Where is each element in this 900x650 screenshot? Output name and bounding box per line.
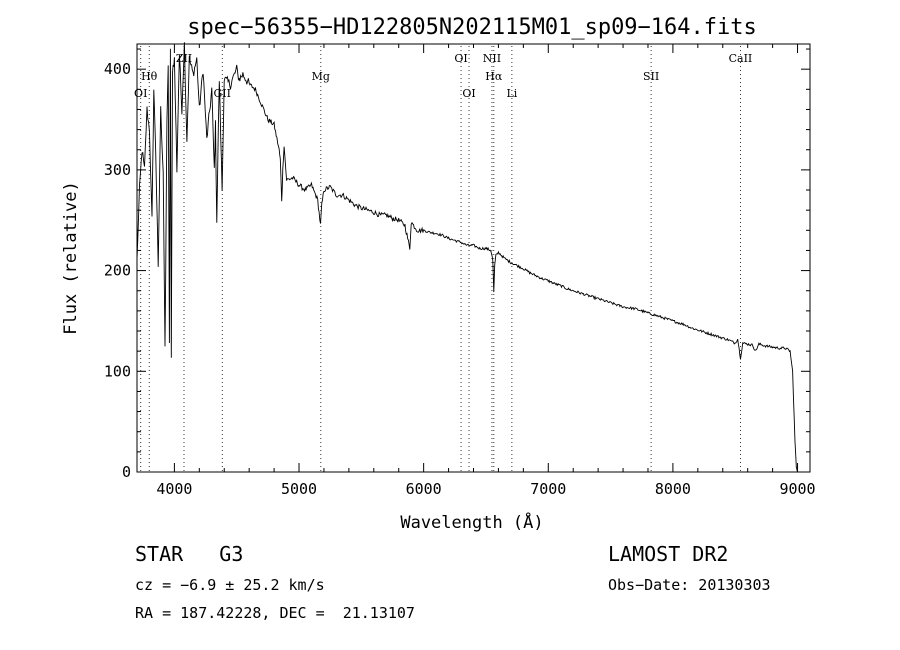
axis-ticks: 4000 5000 6000 7000 8000 9000 0 100 200 300 400 (104, 44, 816, 498)
redshift-velocity: cz = −6.9 ± 25.2 km/s (135, 576, 325, 594)
observation-date: Obs−Date: 20130303 (608, 576, 771, 594)
coordinates: RA = 187.42228, DEC = 21.13107 (135, 604, 415, 622)
spectral-line-label: CaII (729, 52, 753, 65)
y-tick-label: 0 (122, 463, 131, 481)
spectral-line-label: Li (506, 87, 517, 100)
spectral-line-label: OI (454, 52, 467, 65)
spectral-line-label: OI (134, 87, 147, 100)
spectral-line-label: Hα (485, 70, 503, 83)
x-axis-label: Wavelength (Å) (400, 511, 543, 533)
x-tick-label: 8000 (655, 480, 691, 498)
y-tick-label: 200 (104, 262, 131, 280)
y-axis-label: Flux (relative) (61, 181, 81, 335)
spectral-line-label: Hθ (141, 70, 158, 83)
spectral-line-label: OI (462, 87, 475, 100)
plot-frame (136, 43, 811, 473)
x-tick-label: 7000 (530, 480, 566, 498)
spectral-line-label: GII (214, 87, 231, 100)
y-tick-label: 400 (104, 60, 131, 78)
survey-name: LAMOST DR2 (608, 542, 729, 566)
spectral-line-label: Mg (312, 70, 330, 83)
x-tick-label: 6000 (406, 480, 442, 498)
spectral-line-label: NII (483, 52, 501, 65)
spectrum-line (136, 42, 798, 473)
chart-title: spec−56355−HD122805N202115M01_sp09−164.f… (187, 15, 757, 40)
y-tick-label: 100 (104, 362, 131, 380)
spectral-line-label: SII (643, 70, 659, 83)
y-tick-label: 300 (104, 161, 131, 179)
x-tick-label: 4000 (156, 480, 192, 498)
x-tick-label: 5000 (281, 480, 317, 498)
x-tick-label: 9000 (779, 480, 815, 498)
object-class: STAR G3 (135, 542, 244, 566)
